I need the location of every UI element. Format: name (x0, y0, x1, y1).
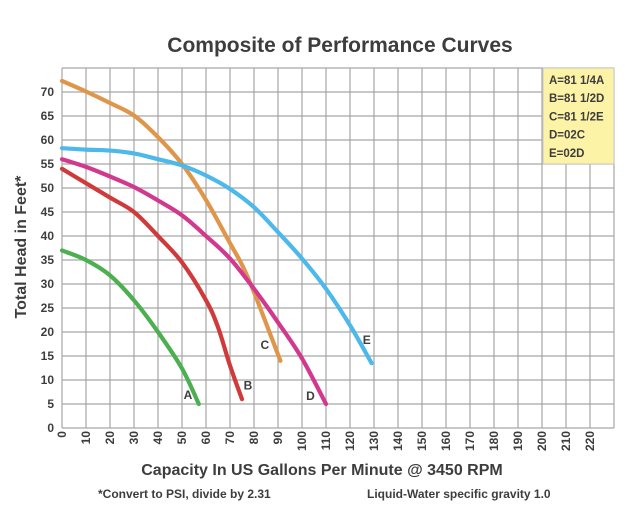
legend-entry: A=81 1/4A (549, 75, 604, 87)
legend-entry: B=81 1/2D (549, 93, 604, 105)
legend-entry: C=81 1/2E (549, 111, 604, 123)
y-tick-label: 5 (47, 397, 54, 411)
x-tick-label: 100 (295, 431, 309, 451)
y-tick-label: 20 (41, 325, 55, 339)
x-tick-label: 90 (271, 431, 285, 445)
series-labels: A B C D E (184, 333, 371, 403)
y-tick-label: 40 (41, 229, 55, 243)
y-axis-label: Total Head in Feet* (13, 175, 30, 319)
y-tick-label: 15 (41, 349, 55, 363)
series-curve-c (59, 78, 283, 363)
specific-gravity-note: Liquid-Water specific gravity 1.0 (367, 487, 551, 501)
y-tick-label: 30 (41, 277, 55, 291)
legend: A=81 1/4A B=81 1/2D C=81 1/2E D=02C E=02D (542, 67, 615, 165)
y-tick-label: 35 (41, 253, 55, 267)
x-tick-label: 160 (439, 431, 453, 451)
legend-entry: D=02C (549, 130, 585, 142)
x-tick-label: 60 (199, 431, 213, 445)
x-tick-label: 200 (535, 431, 549, 451)
x-tick-label: 20 (103, 431, 117, 445)
series (59, 78, 374, 407)
x-tick-label: 190 (511, 431, 525, 451)
x-tick-label: 170 (463, 431, 477, 451)
series-curve-b (59, 166, 245, 402)
x-tick-label: 210 (559, 431, 573, 451)
series-curve-a (59, 248, 201, 407)
series-label-e: E (363, 333, 371, 347)
x-axis-label: Capacity In US Gallons Per Minute @ 3450… (141, 462, 502, 479)
y-tick-label: 60 (41, 133, 55, 147)
grid (61, 67, 615, 429)
y-axis-ticks: 0 5 10 15 20 25 30 35 40 45 50 55 60 65 70 (41, 85, 55, 435)
x-tick-label: 80 (247, 431, 261, 445)
y-tick-label: 45 (41, 205, 55, 219)
y-tick-label: 25 (41, 301, 55, 315)
x-tick-label: 0 (55, 431, 69, 438)
series-curve-d (59, 157, 329, 407)
x-axis-ticks: 0 10 20 30 40 50 60 70 80 90 100 110 120 130 140 150 160… (55, 431, 597, 451)
legend-box (542, 67, 615, 165)
y-tick-label: 55 (41, 157, 55, 171)
x-tick-label: 140 (391, 431, 405, 451)
chart-title: Composite of Performance Curves (167, 34, 512, 57)
y-tick-label: 10 (41, 373, 55, 387)
psi-conversion-note: *Convert to PSI, divide by 2.31 (98, 487, 271, 501)
x-tick-label: 180 (487, 431, 501, 451)
legend-entry: E=02D (549, 148, 584, 160)
x-tick-label: 110 (319, 431, 333, 451)
y-tick-label: 50 (41, 181, 55, 195)
series-label-c: C (260, 338, 269, 352)
series-label-b: B (244, 379, 253, 393)
series-label-d: D (306, 389, 315, 403)
x-tick-label: 120 (343, 431, 357, 451)
series-curve-e (59, 146, 374, 366)
y-tick-label: 65 (41, 109, 55, 123)
y-tick-label: 70 (41, 85, 55, 99)
x-tick-label: 220 (583, 431, 597, 451)
x-tick-label: 40 (151, 431, 165, 445)
x-tick-label: 130 (367, 431, 381, 451)
series-label-a: A (184, 388, 193, 402)
y-tick-label: 0 (47, 421, 54, 435)
x-tick-label: 70 (223, 431, 237, 445)
x-tick-label: 150 (415, 431, 429, 451)
x-tick-label: 30 (127, 431, 141, 445)
x-tick-label: 10 (79, 431, 93, 445)
x-tick-label: 50 (175, 431, 189, 445)
